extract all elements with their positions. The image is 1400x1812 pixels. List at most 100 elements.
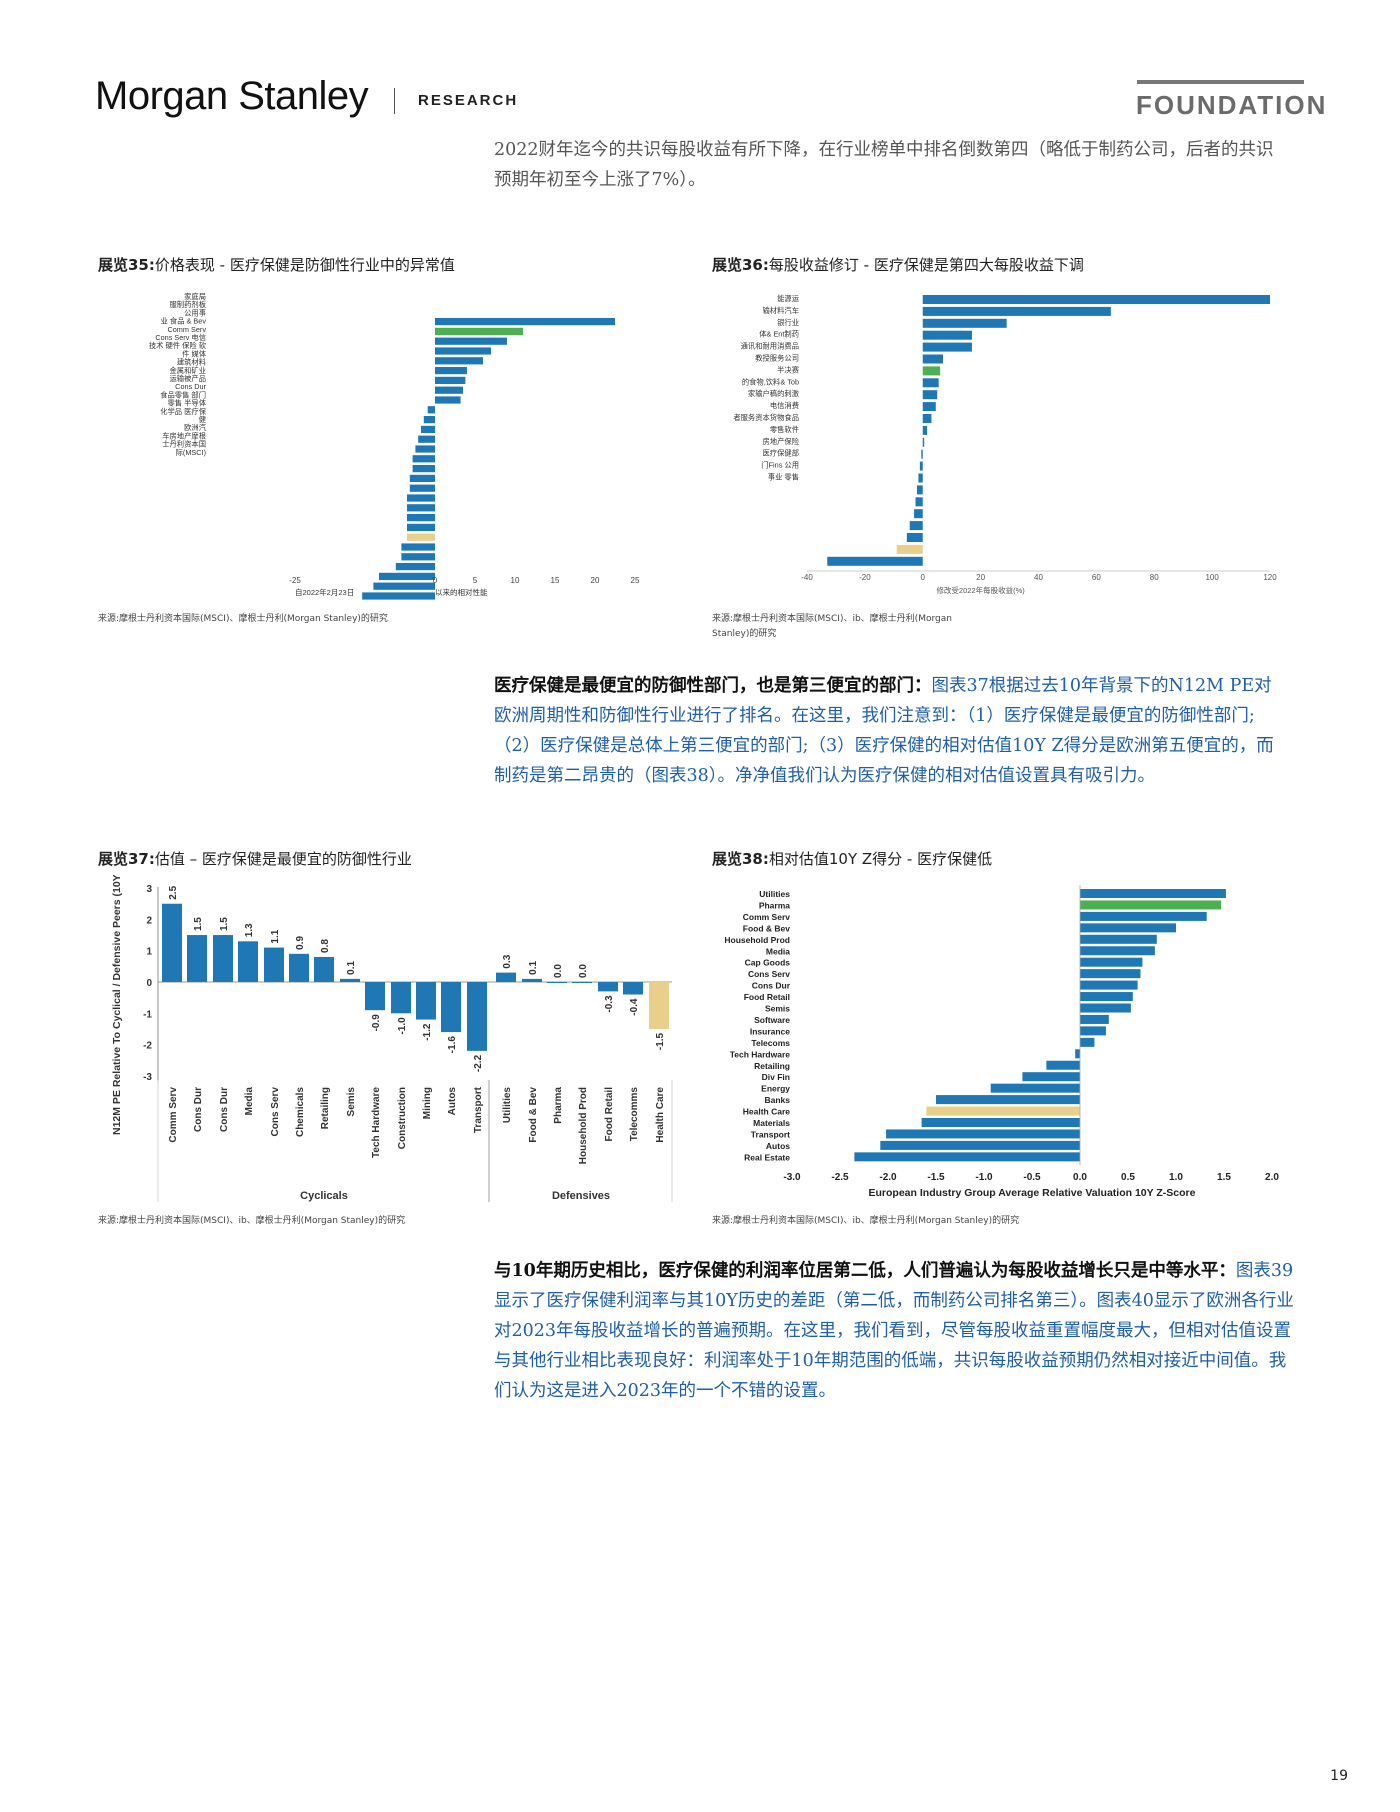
bar — [909, 521, 923, 531]
category-label: Food Retail — [604, 1087, 615, 1142]
margins-paragraph: 与10年期历史相比，医疗保健的利润率位居第二低，人们普遍认为每股收益增长只是中等… — [494, 1256, 1294, 1406]
bar — [423, 416, 435, 424]
bar — [365, 982, 385, 1011]
bar — [1080, 889, 1226, 898]
bar — [922, 295, 1270, 304]
category-label: Health Care — [743, 1107, 791, 1117]
x-tick-label: -1.0 — [975, 1172, 993, 1183]
bar — [1080, 1037, 1095, 1047]
category-label: 电信消费 — [770, 401, 799, 410]
bar — [314, 956, 334, 982]
category-label: 输材料汽车 — [763, 306, 799, 315]
bar — [922, 318, 1007, 328]
x-tick-label: 25 — [631, 576, 640, 585]
category-label: 食品零售 部门 — [160, 390, 206, 399]
bar — [187, 935, 207, 982]
bar — [922, 414, 932, 423]
bar — [418, 435, 435, 443]
category-label: 化学品 医疗保 — [160, 407, 207, 416]
header-divider — [394, 88, 395, 114]
y-tick-label: 2 — [146, 915, 152, 926]
category-label: Banks — [764, 1095, 790, 1105]
data-label: -2.2 — [473, 1054, 484, 1072]
data-label: 1.1 — [270, 929, 281, 943]
category-label: 运输被产品 — [170, 374, 206, 383]
category-label: 业 食品 & Bev — [161, 317, 207, 326]
bar — [922, 330, 972, 340]
x-tick-label: 0 — [433, 576, 438, 585]
category-label: 教授服务公司 — [755, 354, 799, 363]
category-label: Semis — [765, 1004, 790, 1014]
category-label: Comm Serv — [743, 912, 791, 922]
category-label: 公用事 — [184, 308, 206, 317]
category-label: 欧洲汽 — [184, 423, 207, 432]
data-label: -1.0 — [397, 1017, 408, 1035]
exhibit36-heading: 展览36:每股收益修订 - 医疗保健是第四大每股收益下调 — [712, 254, 1084, 275]
x-tick-label: -2.0 — [879, 1172, 897, 1183]
category-label: Materials — [753, 1118, 790, 1128]
exhibit35-label: 展览35: — [98, 256, 155, 274]
category-label: Retailing — [754, 1061, 790, 1071]
bar — [623, 982, 643, 995]
data-label: 0.0 — [553, 964, 564, 978]
bar — [922, 342, 972, 352]
category-label: Div Fin — [762, 1072, 790, 1082]
x-tick-label: 2.0 — [1265, 1172, 1279, 1183]
category-label: 技术 硬件 保险 软 — [149, 341, 207, 350]
category-label: Semis — [346, 1087, 357, 1117]
bar — [264, 947, 284, 982]
bar — [921, 1118, 1080, 1127]
bar — [407, 514, 435, 522]
data-label: 0.0 — [578, 964, 589, 978]
category-label: 银行业 — [777, 318, 799, 327]
x-axis-label: European Industry Group Average Relative… — [869, 1187, 1196, 1199]
bar — [922, 437, 925, 447]
x-tick-label: -2.5 — [831, 1172, 849, 1183]
exhibit38-title: 相对估值10Y Z得分 - 医疗保健低 — [768, 850, 993, 868]
bar — [435, 376, 466, 384]
category-label: Cons Dur — [175, 382, 206, 391]
bar — [906, 533, 923, 542]
x-tick-label: -40 — [801, 573, 813, 582]
x-axis-note: 以来的相对性能 — [435, 587, 488, 597]
bar — [409, 474, 435, 482]
bar — [407, 533, 435, 541]
data-label: -0.4 — [629, 998, 640, 1016]
category-label: Cons Dur — [219, 1087, 230, 1132]
category-label: Cons Dur — [752, 981, 791, 991]
bar — [1080, 934, 1157, 944]
bar — [427, 406, 435, 414]
bar — [435, 337, 507, 345]
data-label: -1.5 — [655, 1033, 666, 1051]
bar — [1080, 1003, 1131, 1013]
category-label: Autos — [766, 1141, 790, 1151]
bar — [1080, 980, 1138, 990]
exhibit37-chart: N12M PE Relative To Cyclical / Defensive… — [111, 875, 673, 1202]
category-label: 建筑材料 — [177, 358, 207, 367]
category-label: Health Care — [655, 1087, 666, 1143]
category-label: Insurance — [750, 1026, 790, 1036]
category-label: Chemicals — [295, 1087, 306, 1137]
category-label: Media — [766, 946, 790, 956]
category-label: Household Prod — [578, 1087, 589, 1164]
bar — [435, 396, 461, 404]
category-label: 通讯和耐用消费品 — [741, 342, 799, 351]
bar — [340, 978, 360, 982]
bar — [919, 461, 923, 471]
bar — [213, 935, 233, 982]
bar — [435, 327, 523, 335]
x-tick-label: -25 — [289, 576, 301, 585]
data-label: -0.9 — [371, 1014, 382, 1032]
y-tick-label: -3 — [143, 1072, 152, 1083]
exhibit38-source: 来源:摩根士丹利资本国际(MSCI)、ib、摩根士丹利(Morgan Stanl… — [712, 1216, 1020, 1226]
bar — [522, 978, 542, 982]
bar — [391, 982, 411, 1014]
x-tick-label: 80 — [1150, 573, 1159, 582]
bar — [435, 357, 483, 365]
category-label: Construction — [397, 1087, 408, 1149]
y-tick-label: 3 — [146, 884, 152, 895]
category-label: 半决赛 — [777, 365, 800, 374]
category-label: Media — [244, 1087, 255, 1116]
bar — [916, 485, 923, 495]
